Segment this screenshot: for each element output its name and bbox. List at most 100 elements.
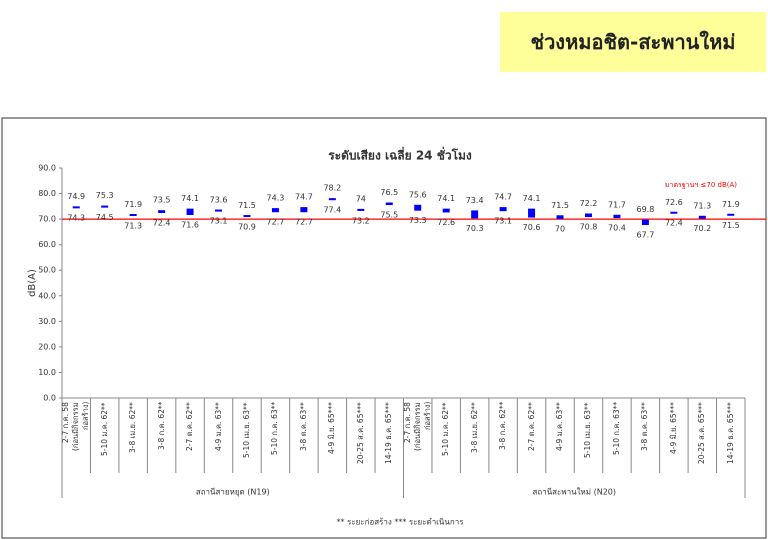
range-bar: [186, 208, 194, 216]
range-bar: [243, 215, 251, 218]
y-tick-label: 40.0: [38, 291, 56, 300]
low-label: 67.7: [636, 230, 654, 239]
low-label: 73.3: [409, 216, 427, 225]
y-tick-label: 90.0: [38, 164, 56, 173]
range-bar: [613, 214, 621, 219]
y-tick-label: 30.0: [38, 317, 56, 326]
x-tick-label: 14-19 ธ.ค. 65***: [725, 402, 735, 464]
x-tick-label: 2-7 ก.ค. 58 (ก่อนมีกิจกรรมก่อสร้าง): [402, 402, 432, 451]
range-bar: [72, 206, 80, 209]
x-tick-label: 5-10 ม.ค. 62**: [441, 402, 451, 456]
range-bar: [499, 207, 507, 212]
high-label: 73.4: [466, 196, 484, 205]
x-tick-label: 4-9 ม.ค. 63**: [213, 402, 223, 451]
x-tick-label: 4-9 มิ.ย. 65***: [668, 402, 678, 454]
x-tick-label: 3-8 เม.ย. 62**: [128, 402, 138, 453]
range-bar: [528, 208, 536, 218]
x-tick-label: 20-25 ส.ค. 65***: [697, 402, 707, 464]
low-label: 70.8: [580, 223, 598, 232]
high-label: 73.5: [153, 196, 171, 205]
y-tick-label: 50.0: [38, 266, 56, 275]
high-label: 74.7: [295, 193, 313, 202]
low-label: 71.3: [124, 221, 142, 230]
x-tick-label: 5-10 ก.ค. 63**: [270, 402, 280, 456]
chart-frame: [1, 117, 767, 539]
x-tick-label: 2-7 ต.ค. 62**: [526, 402, 536, 451]
footnote: ** ระยะก่อสร้าง *** ระยะดำเนินการ: [336, 518, 464, 527]
chart-title: ระดับเสียง เฉลี่ย 24 ชั่วโมง: [328, 147, 472, 163]
high-label: 74: [356, 194, 366, 203]
range-bar: [385, 202, 393, 206]
group-label: สถานีสะพานใหม่ (N20): [532, 488, 616, 497]
x-tick-label: 2-7 ก.ค. 58 (ก่อนมีกิจกรรมก่อสร้าง): [61, 402, 91, 451]
low-label: 74.3: [67, 214, 85, 223]
range-bar: [471, 210, 479, 219]
high-label: 71.9: [722, 200, 740, 209]
low-label: 72.7: [267, 218, 285, 227]
x-tick-label: 3-8 ต.ค. 63**: [298, 402, 308, 451]
range-bar: [101, 205, 109, 208]
x-tick-label: 4-9 ม.ค. 63**: [555, 402, 565, 451]
range-bar: [698, 215, 706, 219]
range-bar: [641, 219, 649, 225]
high-label: 74.7: [494, 193, 512, 202]
x-tick-label: 4-9 มิ.ย. 65***: [327, 402, 337, 454]
high-label: 72.6: [665, 198, 683, 207]
low-label: 70.3: [466, 224, 484, 233]
y-axis-label: dB(A): [27, 269, 38, 297]
low-label: 74.5: [96, 213, 114, 222]
high-label: 71.7: [608, 200, 626, 209]
high-label: 75.6: [409, 190, 427, 199]
low-label: 72.6: [437, 218, 455, 227]
x-tick-label: 20-25 ส.ค. 65***: [355, 402, 365, 464]
high-label: 74.9: [67, 192, 85, 201]
x-tick-label: 5-10 ก.ค. 63**: [611, 402, 621, 456]
y-tick-label: 70.0: [38, 215, 56, 224]
high-label: 78.2: [323, 184, 341, 193]
low-label: 70.9: [238, 222, 256, 231]
x-tick-label: 3-8 ก.ค. 62**: [498, 402, 508, 451]
high-label: 74.1: [181, 194, 199, 203]
y-tick-label: 80.0: [38, 189, 56, 198]
high-label: 71.9: [124, 200, 142, 209]
high-label: 74.3: [267, 194, 285, 203]
x-tick-label: 3-8 ต.ค. 63**: [640, 402, 650, 451]
low-label: 70.4: [608, 224, 626, 233]
low-label: 70: [555, 225, 565, 234]
high-label: 71.3: [693, 201, 711, 210]
range-bar: [215, 209, 223, 212]
high-label: 73.6: [210, 195, 228, 204]
high-label: 74.1: [437, 194, 455, 203]
range-bar: [357, 208, 365, 211]
low-label: 75.5: [380, 211, 398, 220]
x-tick-label: 14-19 ธ.ค. 65***: [384, 402, 394, 464]
header-title: ช่วงหมอชิต-สะพานใหม่: [500, 12, 766, 72]
high-label: 74.1: [523, 194, 541, 203]
range-bar: [727, 213, 735, 216]
y-tick-label: 60.0: [38, 240, 56, 249]
x-tick-label: 5-10 เม.ย. 63**: [583, 402, 593, 458]
range-bar: [271, 208, 279, 213]
low-label: 70.2: [693, 224, 711, 233]
y-tick-label: 0.0: [43, 394, 56, 403]
low-label: 72.4: [665, 218, 683, 227]
y-tick-label: 10.0: [38, 368, 56, 377]
standard-label: มาตรฐานฯ ≤70 dB(A): [665, 181, 737, 189]
range-bar: [556, 215, 564, 220]
low-label: 72.7: [295, 218, 313, 227]
low-label: 70.6: [523, 223, 541, 232]
low-label: 71.5: [722, 221, 740, 230]
low-label: 73.2: [352, 216, 370, 225]
high-label: 71.5: [238, 201, 256, 210]
high-label: 75.3: [96, 191, 114, 200]
x-tick-label: 5-10 เม.ย. 63**: [241, 402, 251, 458]
x-tick-label: 3-8 ก.ค. 62**: [156, 402, 166, 451]
low-label: 73.1: [210, 217, 228, 226]
low-label: 73.1: [494, 217, 512, 226]
x-tick-label: 2-7 ต.ค. 62**: [185, 402, 195, 451]
x-tick-label: 3-8 เม.ย. 62**: [469, 402, 479, 453]
range-bar: [328, 198, 336, 201]
high-label: 71.5: [551, 201, 569, 210]
